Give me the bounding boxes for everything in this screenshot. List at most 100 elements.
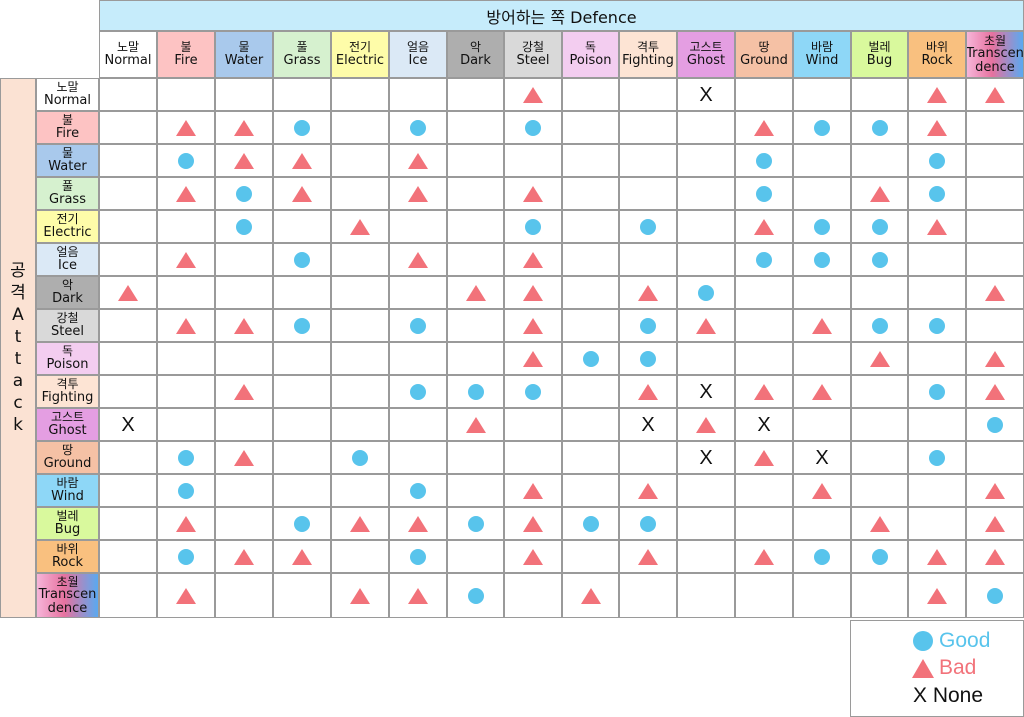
row-type-wind: 바람 Wind <box>36 474 99 507</box>
type-name-en: dence <box>975 59 1015 75</box>
type-name-en: Rock <box>51 554 84 570</box>
good-circle-icon <box>525 218 541 235</box>
bad-triangle-icon <box>408 152 428 169</box>
matchup-cell <box>908 375 966 408</box>
matchup-cell <box>562 507 619 540</box>
matchup-cell <box>99 111 157 144</box>
matchup-cell <box>966 507 1024 540</box>
matchup-cell <box>331 474 389 507</box>
matchup-cell: X <box>619 408 677 441</box>
matchup-cell <box>215 441 273 474</box>
type-name-ko: 노말 <box>56 80 79 95</box>
good-circle-icon <box>410 548 426 565</box>
type-name-en: Steel <box>516 52 550 68</box>
type-name-en: Grass <box>49 191 86 207</box>
bad-triangle-icon <box>927 548 947 565</box>
type-name-en: Normal <box>104 52 152 68</box>
type-name-ko: 강철 <box>521 40 545 55</box>
matchup-cell <box>851 540 908 573</box>
none-x-icon: X <box>699 83 713 106</box>
type-name-ko: 고스트 <box>50 410 85 425</box>
matchup-cell <box>504 144 562 177</box>
matchup-cell: X <box>99 408 157 441</box>
matchup-cell <box>157 573 215 618</box>
good-circle-icon <box>814 119 830 136</box>
matchup-cell <box>562 210 619 243</box>
matchup-cell <box>273 573 331 618</box>
bad-triangle-icon <box>985 284 1005 301</box>
matchup-cell <box>331 111 389 144</box>
bad-triangle-icon <box>912 658 934 678</box>
matchup-cell <box>504 474 562 507</box>
matchup-cell <box>389 573 447 618</box>
matchup-cell: X <box>793 441 851 474</box>
good-circle-icon <box>178 548 194 565</box>
type-name-en: Transcen <box>38 587 97 603</box>
matchup-cell <box>735 111 793 144</box>
matchup-cell <box>504 177 562 210</box>
matchup-cell <box>735 441 793 474</box>
matchup-cell <box>793 375 851 408</box>
matchup-cell <box>157 177 215 210</box>
matchup-cell <box>735 177 793 210</box>
row-type-fire: 불 Fire <box>36 111 99 144</box>
bad-triangle-icon <box>176 185 196 202</box>
bad-triangle-icon <box>754 449 774 466</box>
matchup-cell <box>908 111 966 144</box>
matchup-cell <box>273 78 331 111</box>
matchup-cell <box>99 540 157 573</box>
type-name-ko: 땅 <box>61 443 74 458</box>
matchup-cell <box>504 441 562 474</box>
matchup-cell <box>157 342 215 375</box>
matchup-cell <box>331 309 389 342</box>
matchup-cell <box>331 276 389 309</box>
type-name-ko: 전기 <box>56 212 79 227</box>
matchup-cell <box>389 177 447 210</box>
attack-title-char: 공 <box>10 261 26 281</box>
matchup-cell <box>908 408 966 441</box>
matchup-cell <box>273 144 331 177</box>
legend: Good Bad X None <box>850 620 1024 717</box>
matchup-cell <box>389 276 447 309</box>
legend-bad: Bad <box>911 656 976 680</box>
attack-title-char: t <box>14 349 22 369</box>
matchup-cell <box>157 441 215 474</box>
column-type-fighting: 격투 Fighting <box>619 31 677 78</box>
defence-title-text: 방어하는 쪽 Defence <box>486 7 637 27</box>
matchup-cell <box>504 111 562 144</box>
matchup-cell: X <box>735 408 793 441</box>
matchup-cell <box>273 408 331 441</box>
matchup-cell <box>389 111 447 144</box>
matchup-cell <box>504 309 562 342</box>
matchup-cell <box>851 507 908 540</box>
good-circle-icon <box>640 317 656 334</box>
matchup-cell <box>908 144 966 177</box>
matchup-cell <box>99 144 157 177</box>
matchup-cell <box>273 309 331 342</box>
matchup-cell <box>908 507 966 540</box>
bad-triangle-icon <box>408 515 428 532</box>
legend-none: X None <box>913 684 983 708</box>
type-name-ko: 악 <box>61 278 74 293</box>
bad-triangle-icon <box>754 548 774 565</box>
matchup-cell <box>447 573 504 618</box>
matchup-cell <box>619 309 677 342</box>
matchup-cell <box>447 177 504 210</box>
matchup-cell <box>908 309 966 342</box>
matchup-cell <box>562 309 619 342</box>
row-type-dark: 악 Dark <box>36 276 99 309</box>
matchup-cell <box>677 573 735 618</box>
good-circle-icon <box>913 631 933 651</box>
matchup-cell <box>389 474 447 507</box>
matchup-cell <box>735 78 793 111</box>
matchup-cell <box>447 540 504 573</box>
matchup-cell <box>619 507 677 540</box>
attack-title-char: a <box>12 371 24 391</box>
bad-triangle-icon <box>985 350 1005 367</box>
attack-title-char: t <box>14 327 22 347</box>
column-type-steel: 강철 Steel <box>504 31 562 78</box>
good-circle-icon <box>178 152 194 169</box>
good-circle-icon <box>352 449 368 466</box>
type-name-en: Fire <box>174 52 198 68</box>
type-name-en: Water <box>224 52 264 68</box>
